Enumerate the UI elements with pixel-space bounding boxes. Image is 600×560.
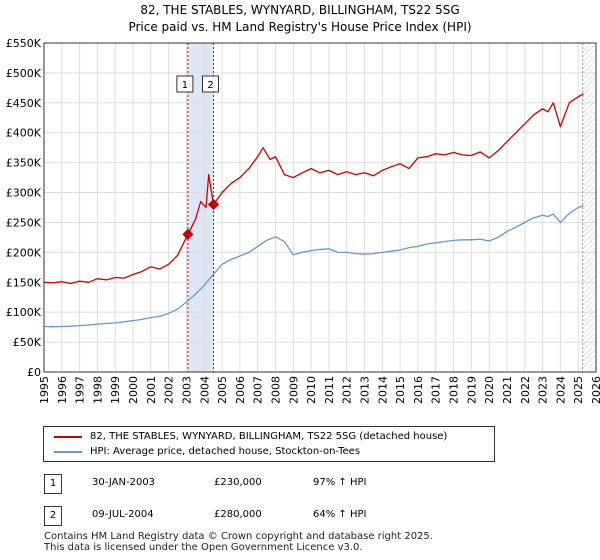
y-tick-label: £200K [6,246,42,259]
y-tick-label: £50K [13,336,42,349]
x-tick-label: 1995 [38,376,51,404]
sale-label-box: 1 [176,75,194,93]
plot-area [44,43,596,372]
sale-label-text: 1 [182,80,188,91]
x-tick-label: 2000 [127,376,140,404]
x-tick-label: 2016 [412,376,425,404]
x-tick-label: 2012 [341,376,354,404]
x-tick-label: 2009 [287,376,300,404]
y-tick-label: £550K [6,37,42,50]
y-tick-label: £250K [6,216,42,229]
legend: 82, THE STABLES, WYNYARD, BILLINGHAM, TS… [43,426,495,462]
x-tick-label: 2007 [252,376,265,404]
sale-period-shade [187,43,214,372]
chart-title: 82, THE STABLES, WYNYARD, BILLINGHAM, TS… [140,3,460,17]
sale-point [208,198,220,211]
x-tick-label: 2005 [216,376,229,404]
y-tick-label: £150K [6,276,42,289]
x-tick-label: 2015 [394,376,407,404]
x-tick-label: 1996 [56,376,69,404]
price-chart: £0 £50K £100K £150K £200K £250K £300K £350K £400… [6,37,600,404]
legend-label-property: 82, THE STABLES, WYNYARD, BILLINGHAM, TS… [90,431,448,442]
y-tick-label: £350K [6,157,42,170]
x-tick-label: 2019 [465,376,478,404]
y-tick-label: £300K [6,187,42,200]
legend-label-hpi: HPI: Average price, detached house, Stoc… [90,446,361,457]
x-tick-label: 2017 [430,376,443,404]
series-line-hpi [43,205,584,328]
sale-point [182,228,194,240]
sale-marker-badge: 2 [44,506,62,526]
y-tick-label: £450K [6,97,42,110]
x-tick-label: 2008 [269,376,282,404]
x-tick-label: 2002 [163,376,176,404]
x-tick-label: 2013 [359,376,372,404]
x-tick-label: 2024 [554,376,567,404]
sale-label-text: 2 [207,80,213,91]
y-tick-label: £400K [6,127,42,140]
legend-swatch-hpi [54,451,82,453]
sale-price: £280,000 [214,509,262,520]
x-tick-label: 2006 [234,376,247,404]
x-tick-label: 2021 [501,376,514,404]
footer-licence: This data is licensed under the Open Gov… [44,542,363,553]
y-tick-label: £500K [6,67,42,80]
x-tick-label: 2004 [198,376,211,404]
x-tick-label: 2011 [323,376,336,404]
x-tick-label: 2025 [572,376,585,404]
x-tick-label: 2022 [519,376,532,404]
sale-marker-badge: 1 [44,474,62,494]
plot-frame [43,42,597,373]
series-line-property [43,93,584,285]
x-tick-label: 2003 [180,376,193,404]
sale-row: 2 09-JUL-2004 £280,000 64% ↑ HPI [0,506,600,526]
sale-label-frame [176,75,194,93]
x-tick-label: 2026 [590,376,600,404]
sale-date: 09-JUL-2004 [92,509,154,520]
sale-label-box: 2 [202,75,220,93]
x-tick-label: 2014 [376,376,389,404]
x-tick-label: 1998 [91,376,104,404]
x-tick-label: 2020 [483,376,496,404]
sale-price: £230,000 [214,477,262,488]
y-tick-label: £0 [27,366,41,379]
x-tick-label: 2010 [305,376,318,404]
forecast-hatch [582,43,596,372]
x-tick-label: 2023 [537,376,550,404]
x-tick-label: 1999 [109,376,122,404]
x-tick-label: 2018 [448,376,461,404]
y-tick-label: £100K [6,306,42,319]
sale-label-frame [202,75,220,93]
x-tick-label: 1997 [74,376,87,404]
legend-swatch-property [54,436,82,438]
footer: Contains HM Land Registry data © Crown c… [44,531,433,553]
sale-hpi-change: 97% ↑ HPI [313,477,367,488]
footer-copyright: Contains HM Land Registry data © Crown c… [44,531,433,542]
chart-subtitle: Price paid vs. HM Land Registry's House … [128,20,472,34]
sale-row: 1 30-JAN-2003 £230,000 97% ↑ HPI [0,474,600,494]
sale-date: 30-JAN-2003 [92,477,156,488]
sale-hpi-change: 64% ↑ HPI [313,509,367,520]
x-tick-label: 2001 [145,376,158,404]
